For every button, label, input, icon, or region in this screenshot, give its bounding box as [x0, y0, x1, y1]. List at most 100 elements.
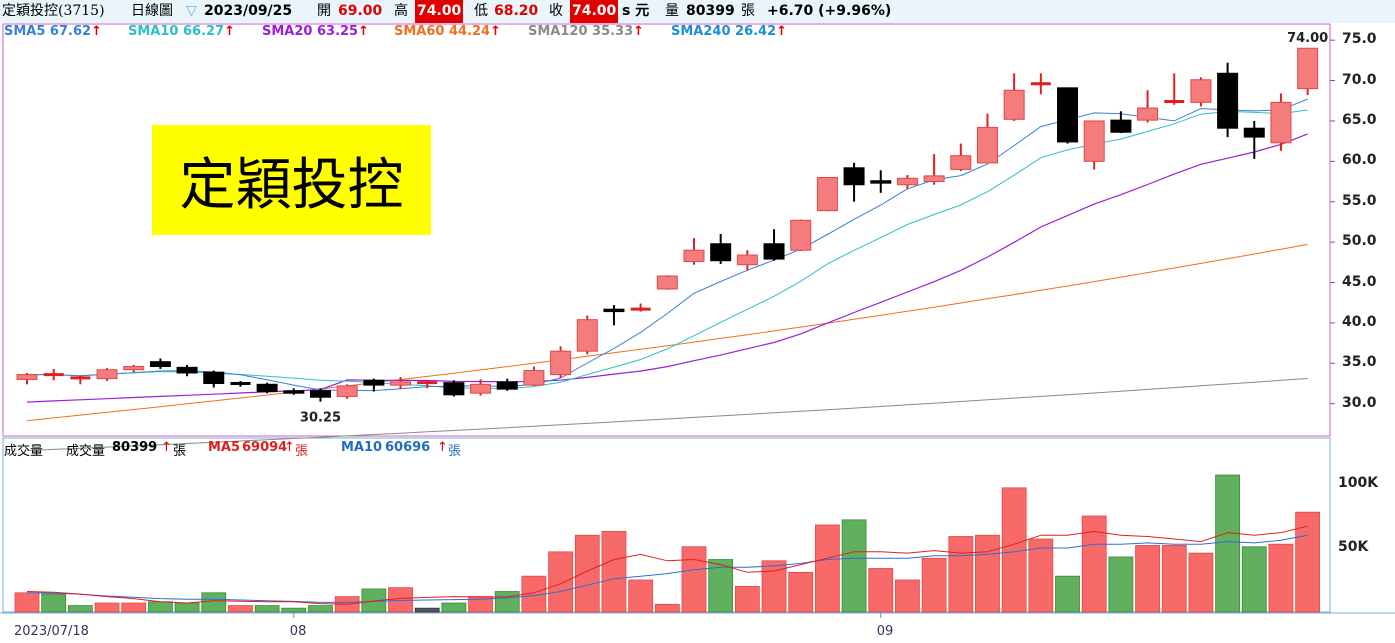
candle-body	[843, 167, 865, 186]
volume-bar	[94, 602, 120, 613]
sma60-line	[26, 243, 1308, 422]
candle-body	[736, 254, 758, 266]
volume-bar	[1081, 515, 1107, 613]
sma-label-sma240: SMA240 26.42↑	[671, 24, 788, 39]
price-tick-label: 60.0	[1342, 152, 1377, 169]
candle-body	[283, 390, 305, 394]
ma10-arrow-icon: ↑	[437, 440, 448, 455]
volume-bar	[895, 579, 920, 613]
volume-tick-label: 50K	[1338, 539, 1369, 555]
period-label: 日線圖	[131, 3, 173, 19]
volume-bar	[574, 534, 600, 613]
price-tick-label: 40.0	[1342, 313, 1377, 330]
up-arrow-icon: ↑	[358, 24, 370, 39]
candle-body	[1243, 127, 1265, 138]
candle-body	[976, 126, 998, 164]
date-tick-label: 2023/07/18	[14, 624, 89, 639]
volume-ma5-line	[26, 525, 1308, 605]
volume-bar	[654, 603, 680, 613]
open-value: 69.00	[338, 3, 383, 19]
candle-body	[470, 383, 492, 394]
open-label: 開	[317, 3, 331, 19]
candle-body	[950, 155, 972, 170]
volume-unit: 張	[741, 3, 755, 19]
overlay-title: 定穎投控	[152, 125, 431, 235]
candle-body	[550, 350, 572, 376]
candle-body	[256, 383, 278, 393]
vol-arrow-icon: ↑	[161, 440, 172, 455]
up-arrow-icon: ↑	[224, 24, 236, 39]
vol-unit: 張	[173, 444, 187, 459]
volume-bar	[1001, 487, 1027, 613]
candle-body	[1270, 101, 1292, 144]
volume-bar	[1241, 546, 1267, 613]
candle-body	[443, 382, 465, 396]
ma5-unit: 張	[295, 444, 309, 459]
volume-bar	[361, 588, 387, 613]
price-annotation: 30.25	[300, 411, 341, 426]
price-tick-label: 75.0	[1342, 31, 1377, 48]
price-tick-label: 45.0	[1342, 273, 1377, 290]
sma-label-sma60: SMA60 44.24↑	[394, 24, 502, 39]
date-tick-label: 09	[876, 624, 894, 639]
up-arrow-icon: ↑	[91, 24, 102, 39]
sma120-line	[26, 378, 1308, 451]
volume-bar	[734, 586, 760, 613]
candle-body	[309, 390, 331, 398]
volume-value: 80399	[686, 3, 735, 19]
candle-body	[896, 177, 918, 186]
candle-body	[656, 275, 678, 290]
candle-body	[96, 369, 118, 380]
volume-bar	[41, 593, 67, 613]
volume-bar	[1268, 543, 1294, 613]
low-label: 低	[474, 3, 488, 19]
volume-bar	[174, 602, 200, 613]
candle-body	[1003, 89, 1025, 120]
candle-body	[763, 243, 785, 260]
close-label: 收	[549, 3, 563, 19]
ma10-label: MA10	[341, 440, 383, 455]
candle-body	[923, 175, 945, 183]
candle-body	[1083, 120, 1105, 162]
candle-body	[176, 366, 198, 374]
price-tick-label: 65.0	[1342, 111, 1377, 128]
ma10-unit: 張	[448, 444, 462, 459]
volume-bar	[1215, 474, 1240, 613]
volume-bar	[921, 557, 947, 613]
volume-bar	[548, 551, 573, 613]
sma-label-sma20: SMA20 63.25↑	[262, 24, 370, 39]
candle-body	[710, 243, 732, 262]
candle-body	[1137, 107, 1159, 121]
candle-body	[1190, 79, 1212, 103]
price-tick-label: 55.0	[1342, 192, 1377, 209]
candle-body	[603, 308, 625, 313]
volume-bar	[1295, 511, 1321, 613]
volume-bar	[441, 602, 467, 613]
date-tick-label: 08	[289, 624, 307, 639]
ma10-value: 60696	[385, 440, 431, 455]
period-dropdown-icon[interactable]: ▽	[186, 3, 197, 19]
candle-body	[576, 319, 598, 352]
volume-tick-label: 100K	[1338, 475, 1379, 491]
volume-bar	[788, 571, 814, 613]
volume-bar	[948, 536, 974, 613]
volume-bar	[1135, 545, 1160, 613]
volume-ma10-line	[26, 534, 1308, 603]
candle-body	[870, 180, 892, 184]
volume-bar	[254, 605, 280, 613]
candle-body	[496, 381, 518, 390]
ma5-label: MA5	[208, 440, 241, 455]
volume-bar	[67, 605, 93, 613]
volume-label: 量	[665, 3, 679, 19]
candle-body	[203, 371, 225, 384]
volume-bar	[494, 591, 520, 613]
price-tick-label: 30.0	[1342, 394, 1377, 411]
sma-label-sma120: SMA120 35.33↑	[528, 24, 645, 39]
header-date: 2023/09/25	[204, 3, 293, 19]
unit-label: s 元	[622, 3, 650, 19]
volume-bar	[1055, 575, 1080, 613]
up-arrow-icon: ↑	[490, 24, 502, 39]
volume-panel-title: 成交量	[4, 444, 44, 459]
volume-bar	[841, 519, 867, 613]
